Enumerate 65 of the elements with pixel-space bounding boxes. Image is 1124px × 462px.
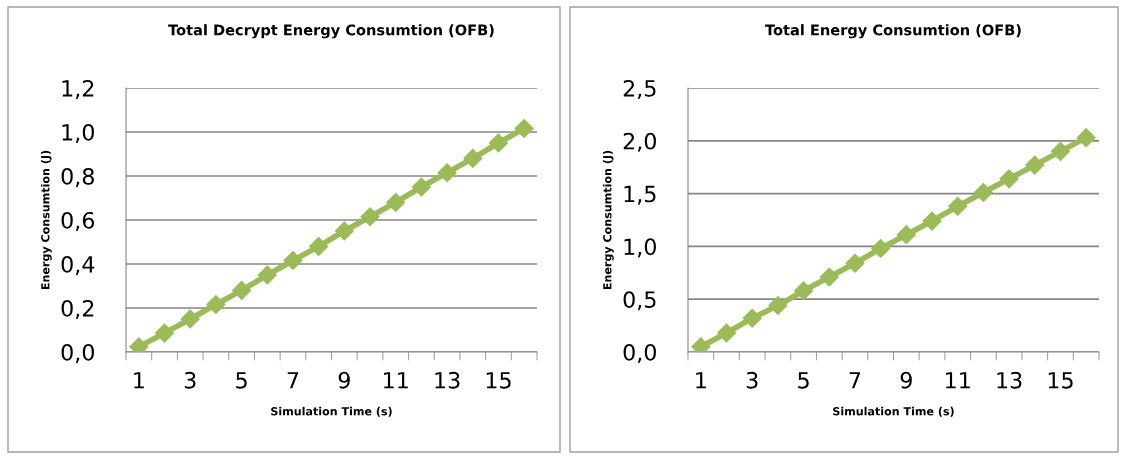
point xyxy=(488,133,509,153)
x-tick-label: 13 xyxy=(435,371,460,389)
x-tick-label: 15 xyxy=(1048,372,1073,389)
point xyxy=(257,265,277,285)
point xyxy=(334,221,354,241)
point xyxy=(180,309,200,329)
y-tick-label: 0,2 xyxy=(61,299,94,320)
point xyxy=(948,196,968,216)
x-tick-label: 3 xyxy=(746,371,758,389)
y-tick-label: 1,0 xyxy=(62,123,94,144)
y-tick-label: 0,8 xyxy=(61,167,94,188)
x-tick-label: 5 xyxy=(236,372,247,389)
y-tick-label: 0,0 xyxy=(623,343,656,364)
y-axis-title: Energy Consumtion (J) xyxy=(602,150,614,290)
x-axis-title: Simulation Time (s) xyxy=(271,406,392,417)
x-tick-label: 13 xyxy=(997,371,1022,389)
point xyxy=(386,192,406,212)
point xyxy=(232,280,252,300)
point xyxy=(1076,128,1096,148)
point xyxy=(768,296,788,316)
x-tick-label: 7 xyxy=(287,372,299,389)
point xyxy=(1050,141,1071,161)
point xyxy=(845,253,865,273)
point xyxy=(742,308,762,328)
point xyxy=(896,225,916,245)
point xyxy=(716,323,737,343)
x-tick-label: 9 xyxy=(900,371,912,389)
y-axis-title: Energy Consumtion (J) xyxy=(40,150,52,290)
x-tick-label: 3 xyxy=(184,371,196,389)
y-tick-label: 0,6 xyxy=(61,211,95,232)
point xyxy=(871,238,891,259)
x-axis-title: Simulation Time (s) xyxy=(833,406,954,417)
chart-title: Total Energy Consumtion (OFB) xyxy=(765,24,1021,39)
y-tick-label: 1,2 xyxy=(62,79,94,100)
point xyxy=(794,281,814,301)
y-tick-label: 2,5 xyxy=(623,79,656,100)
x-tick-label: 7 xyxy=(849,372,861,389)
point xyxy=(819,267,839,287)
y-tick-label: 0,4 xyxy=(61,255,95,276)
point xyxy=(922,211,942,231)
x-tick-label: 15 xyxy=(486,372,511,389)
point xyxy=(514,118,534,139)
x-tick-label: 11 xyxy=(384,372,408,389)
x-tick-label: 1 xyxy=(696,372,706,389)
point xyxy=(973,183,993,203)
x-tick-label: 11 xyxy=(946,372,970,389)
point xyxy=(411,177,431,197)
point xyxy=(437,163,457,183)
point xyxy=(999,169,1019,189)
chart-title: Total Decrypt Energy Consumtion (OFB) xyxy=(168,24,494,39)
y-tick-label: 0,5 xyxy=(623,291,656,311)
point xyxy=(309,236,329,256)
point xyxy=(360,207,380,227)
point xyxy=(283,250,303,271)
y-tick-label: 2,0 xyxy=(623,132,656,152)
y-tick-label: 1,0 xyxy=(624,238,656,258)
x-tick-label: 5 xyxy=(798,372,809,389)
x-tick-label: 1 xyxy=(134,372,144,389)
point xyxy=(1025,155,1045,175)
point xyxy=(206,294,226,315)
y-tick-label: 1,5 xyxy=(624,185,656,205)
point xyxy=(154,323,175,343)
y-tick-label: 0,0 xyxy=(61,343,94,364)
x-tick-label: 9 xyxy=(338,371,350,389)
point xyxy=(463,148,483,168)
